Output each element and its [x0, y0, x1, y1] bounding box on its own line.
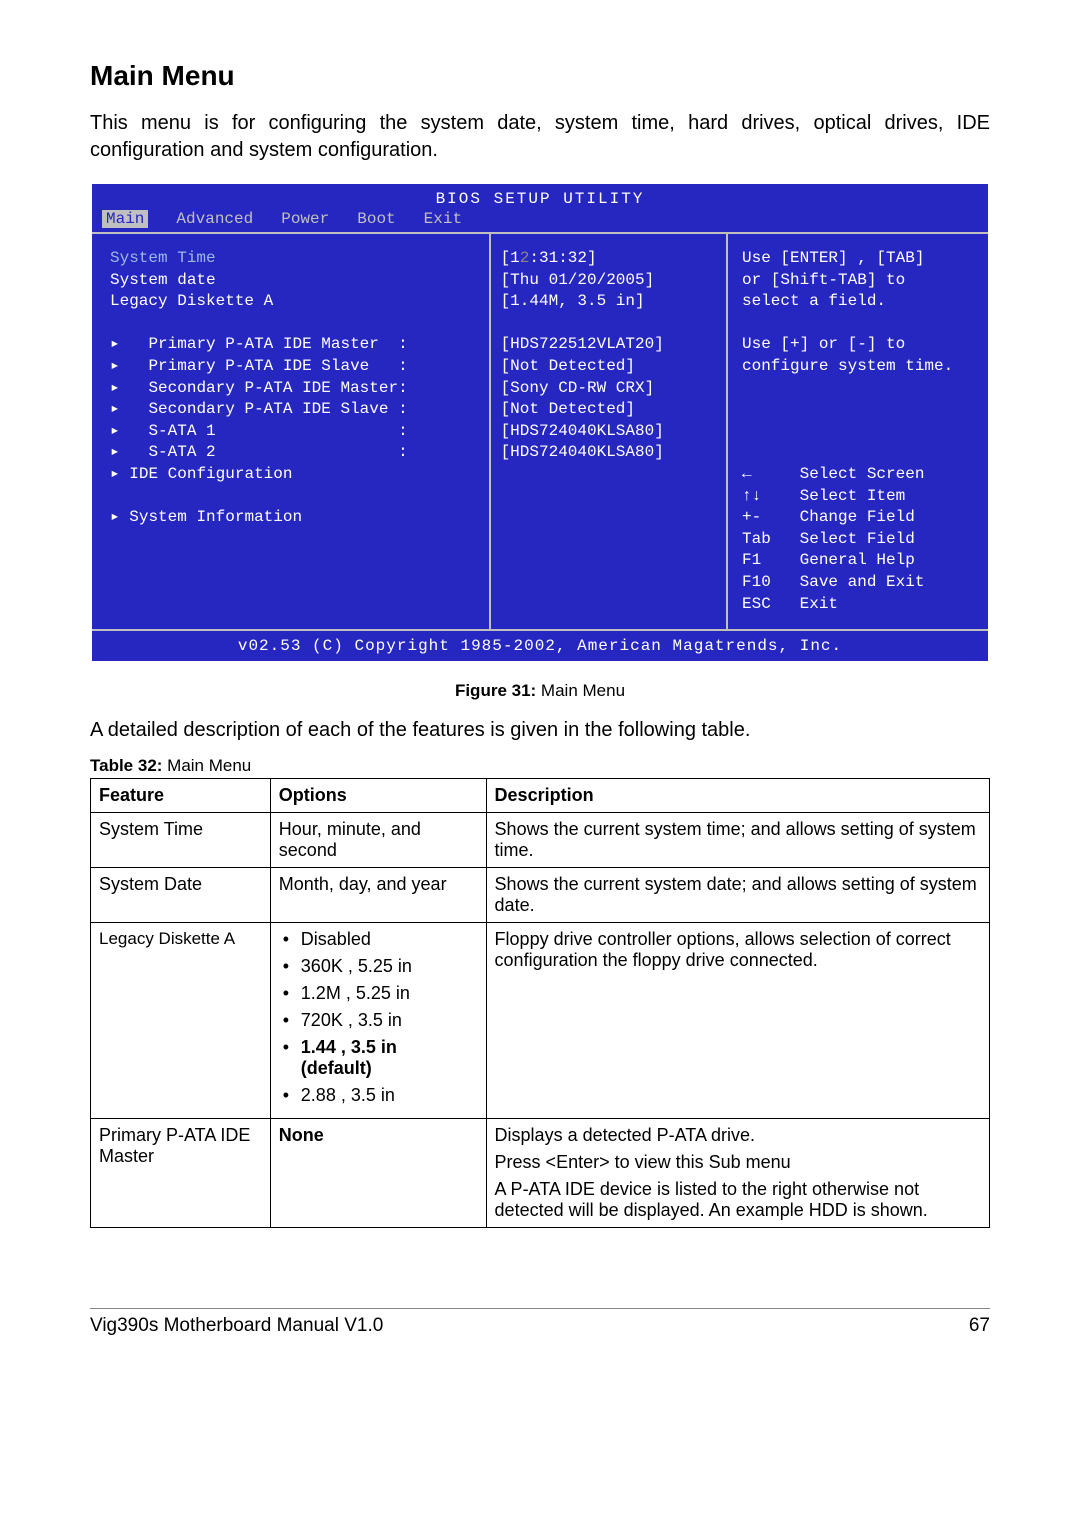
bios-l8: S-ATA 1 :	[120, 422, 408, 440]
bios-l4: Primary P-ATA IDE Master :	[120, 335, 408, 353]
bios-right-panel: Use [ENTER] , [TAB] or [Shift-TAB] to se…	[728, 232, 988, 629]
table-header-row: Feature Options Description	[91, 779, 990, 813]
bios-l5: Primary P-ATA IDE Slave :	[120, 357, 408, 375]
bios-r12: ESC Exit	[742, 595, 838, 613]
cell-options: Disabled 360K , 5.25 in 1.2M , 5.25 in 7…	[270, 923, 486, 1119]
bios-r7: ↑↓ Select Item	[742, 487, 905, 505]
bios-m2: [Thu 01/20/2005]	[501, 271, 655, 289]
cell-desc: Shows the current system date; and allow…	[486, 868, 989, 923]
cell-options: None	[270, 1119, 486, 1228]
cell-options: Month, day, and year	[270, 868, 486, 923]
bios-l6: Secondary P-ATA IDE Master:	[120, 379, 408, 397]
table-row: System Time Hour, minute, and second Sho…	[91, 813, 990, 868]
table-title-text: Main Menu	[162, 756, 251, 775]
footer-left: Vig390s Motherboard Manual V1.0	[90, 1315, 383, 1337]
bios-tab-advanced: Advanced	[176, 210, 253, 228]
bios-header: BIOS SETUP UTILITY Main Advanced Power B…	[92, 184, 988, 232]
desc-line: Press <Enter> to view this Sub menu	[495, 1152, 981, 1173]
feature-table: Feature Options Description System Time …	[90, 778, 990, 1228]
bios-r2: or [Shift-TAB] to	[742, 271, 905, 289]
bios-footer: v02.53 (C) Copyright 1985-2002, American…	[92, 629, 988, 661]
bios-r11: F10 Save and Exit	[742, 573, 924, 591]
opt-item: 1.44 , 3.5 in(default)	[279, 1037, 478, 1079]
cell-desc: Shows the current system time; and allow…	[486, 813, 989, 868]
bios-screenshot: BIOS SETUP UTILITY Main Advanced Power B…	[90, 182, 990, 663]
bios-tab-power: Power	[281, 210, 329, 228]
bios-tab-boot: Boot	[357, 210, 395, 228]
bios-tab-exit: Exit	[424, 210, 462, 228]
desc-line: A P-ATA IDE device is listed to the righ…	[495, 1179, 981, 1221]
footer-right: 67	[969, 1315, 990, 1337]
opt-item: Disabled	[279, 929, 478, 950]
opt-bold: (default)	[301, 1058, 372, 1078]
opt-bold: None	[279, 1125, 324, 1145]
bios-r9: Tab Select Field	[742, 530, 915, 548]
table-title-label: Table 32:	[90, 756, 162, 775]
table-row: Legacy Diskette A Disabled 360K , 5.25 i…	[91, 923, 990, 1119]
cell-desc: Floppy drive controller options, allows …	[486, 923, 989, 1119]
figure-text: Main Menu	[536, 681, 625, 700]
cell-feature: Legacy Diskette A	[91, 923, 271, 1119]
figure-label: Figure 31:	[455, 681, 536, 700]
bios-l3: Legacy Diskette A	[110, 292, 273, 310]
bios-title: BIOS SETUP UTILITY	[102, 190, 978, 208]
bios-r5: configure system time.	[742, 357, 953, 375]
table-row: Primary P-ATA IDE Master None Displays a…	[91, 1119, 990, 1228]
description-text: A detailed description of each of the fe…	[90, 719, 990, 742]
bios-body: System Time System date Legacy Diskette …	[92, 232, 988, 629]
bios-r8: +- Change Field	[742, 508, 915, 526]
th-description: Description	[486, 779, 989, 813]
opt-item: 2.88 , 3.5 in	[279, 1085, 478, 1106]
bios-l10: IDE Configuration	[120, 465, 293, 483]
table-title: Table 32: Main Menu	[90, 756, 990, 776]
cell-desc: Displays a detected P-ATA drive. Press <…	[486, 1119, 989, 1228]
opt-item: 360K , 5.25 in	[279, 956, 478, 977]
bios-tab-main: Main	[102, 210, 148, 228]
page-footer: Vig390s Motherboard Manual V1.0 67	[90, 1308, 990, 1337]
figure-caption: Figure 31: Main Menu	[90, 681, 990, 701]
bios-tabs: Main Advanced Power Boot Exit	[102, 210, 978, 228]
bios-m7: [Not Detected]	[501, 400, 635, 418]
cell-feature: Primary P-ATA IDE Master	[91, 1119, 271, 1228]
bios-r1: Use [ENTER] , [TAB]	[742, 249, 924, 267]
bios-m6: [Sony CD-RW CRX]	[501, 379, 655, 397]
th-options: Options	[270, 779, 486, 813]
opt-bold: 1.44 , 3.5 in	[301, 1037, 397, 1057]
bios-r3: select a field.	[742, 292, 886, 310]
bios-mid-panel: [12:31:32] [Thu 01/20/2005] [1.44M, 3.5 …	[491, 232, 728, 629]
desc-line: Displays a detected P-ATA drive.	[495, 1125, 981, 1146]
bios-m4: [HDS722512VLAT20]	[501, 335, 664, 353]
th-feature: Feature	[91, 779, 271, 813]
cell-options: Hour, minute, and second	[270, 813, 486, 868]
bios-l9: S-ATA 2 :	[120, 443, 408, 461]
bios-r4: Use [+] or [-] to	[742, 335, 905, 353]
table-row: System Date Month, day, and year Shows t…	[91, 868, 990, 923]
page-heading: Main Menu	[90, 60, 990, 92]
opt-item: 1.2M , 5.25 in	[279, 983, 478, 1004]
bios-r10: F1 General Help	[742, 551, 915, 569]
bios-m5: [Not Detected]	[501, 357, 635, 375]
bios-left-panel: System Time System date Legacy Diskette …	[92, 232, 491, 629]
bios-r6: ← Select Screen	[742, 465, 924, 483]
bios-m8: [HDS724040KLSA80]	[501, 422, 664, 440]
bios-m3: [1.44M, 3.5 in]	[501, 292, 645, 310]
bios-l11: System Information	[120, 508, 302, 526]
intro-text: This menu is for configuring the system …	[90, 110, 990, 164]
cell-feature: System Time	[91, 813, 271, 868]
bios-l2: System date	[110, 271, 216, 289]
opt-item: 720K , 3.5 in	[279, 1010, 478, 1031]
bios-l7: Secondary P-ATA IDE Slave :	[120, 400, 408, 418]
bios-l1: System Time	[110, 249, 216, 267]
cell-feature: System Date	[91, 868, 271, 923]
bios-m9: [HDS724040KLSA80]	[501, 443, 664, 461]
